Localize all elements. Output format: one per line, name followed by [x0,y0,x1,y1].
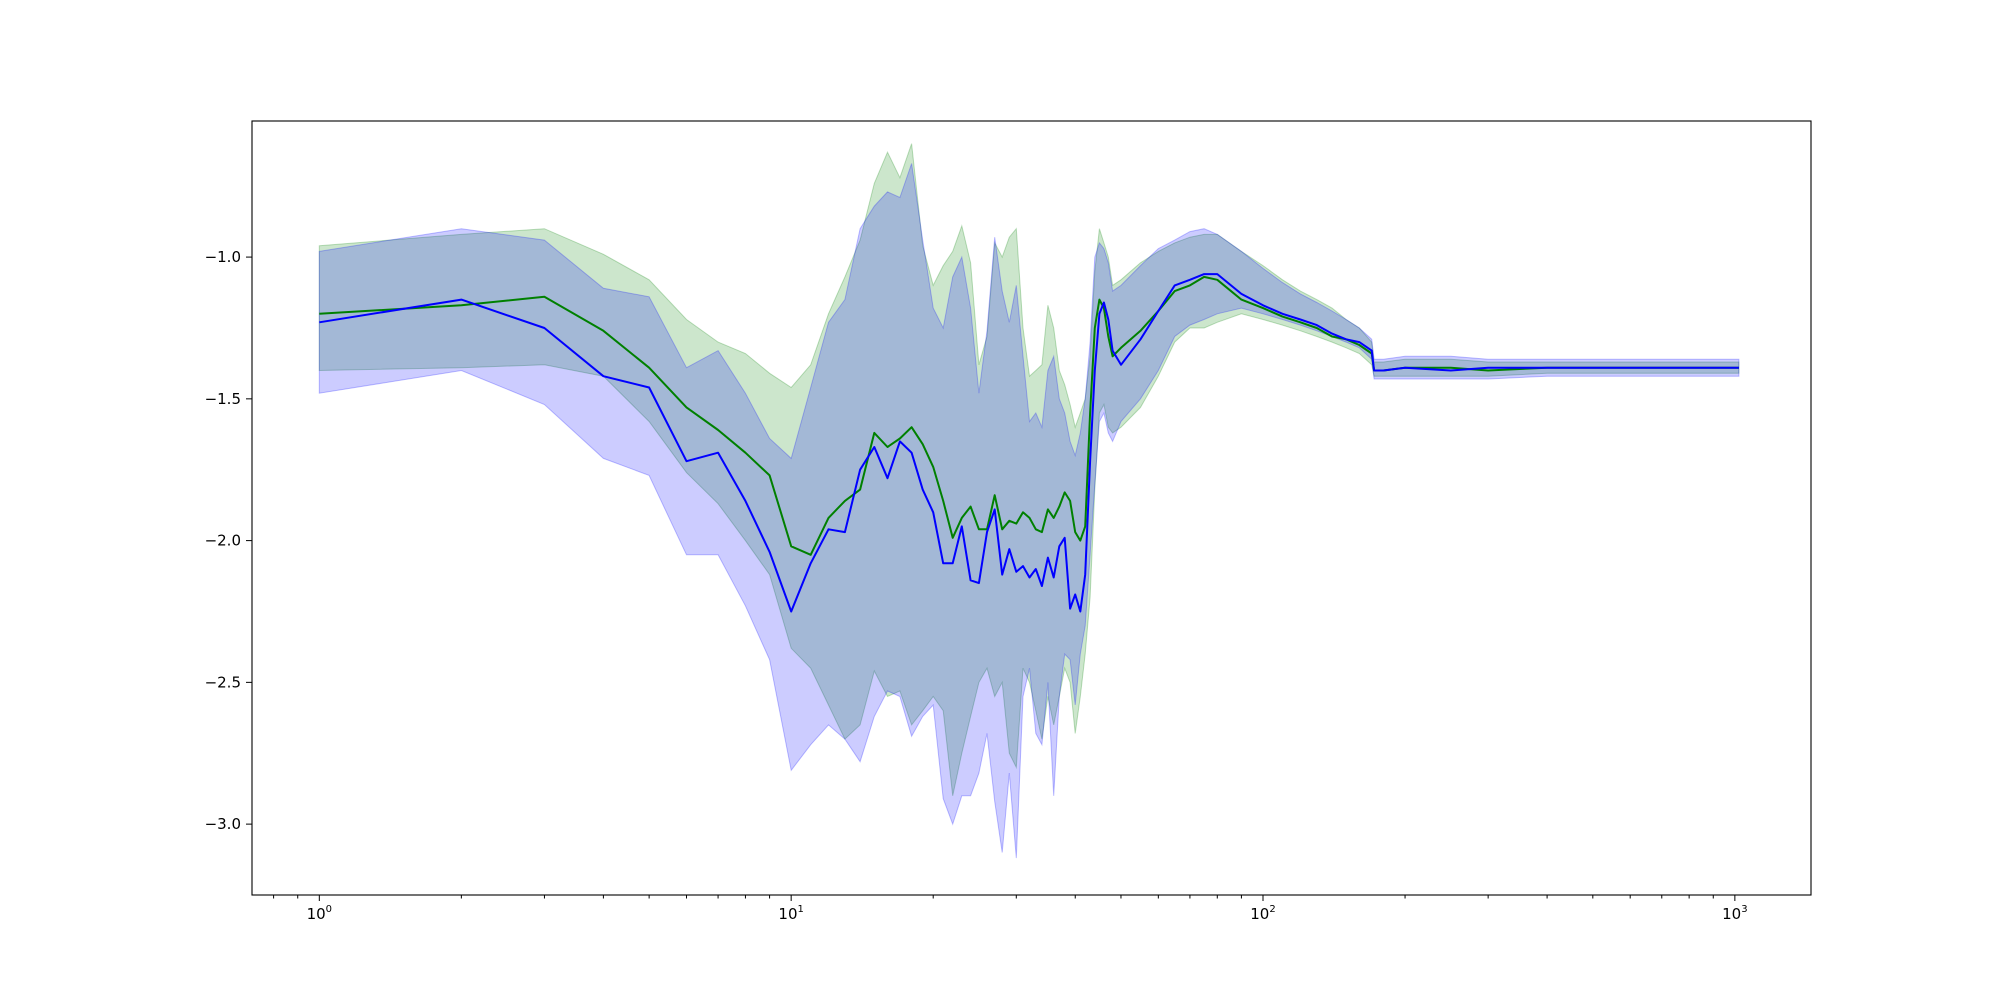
series-1-band [318,143,1740,796]
series-lines [319,273,1739,613]
y-tick-label: −1.0 [205,248,241,266]
x-tick-label: 101 [778,904,803,923]
x-tick-label: 100 [307,904,332,923]
plot-area-frame [251,120,1812,896]
x-tick-label: 103 [1722,904,1747,923]
y-axis: −3.0 −2.5 −2.0 −1.5 −1.0 [205,248,252,833]
y-tick-label: −1.5 [205,390,241,408]
y-tick-label: −3.0 [205,815,241,833]
x-axis: 100 101 102 103 [273,895,1748,923]
x-tick-label: 102 [1250,904,1275,923]
confidence-bands [318,143,1740,859]
series-2-band [318,163,1740,859]
series-2-line [319,273,1739,613]
y-tick-label: −2.0 [205,532,241,550]
y-tick-label: −2.5 [205,673,241,691]
